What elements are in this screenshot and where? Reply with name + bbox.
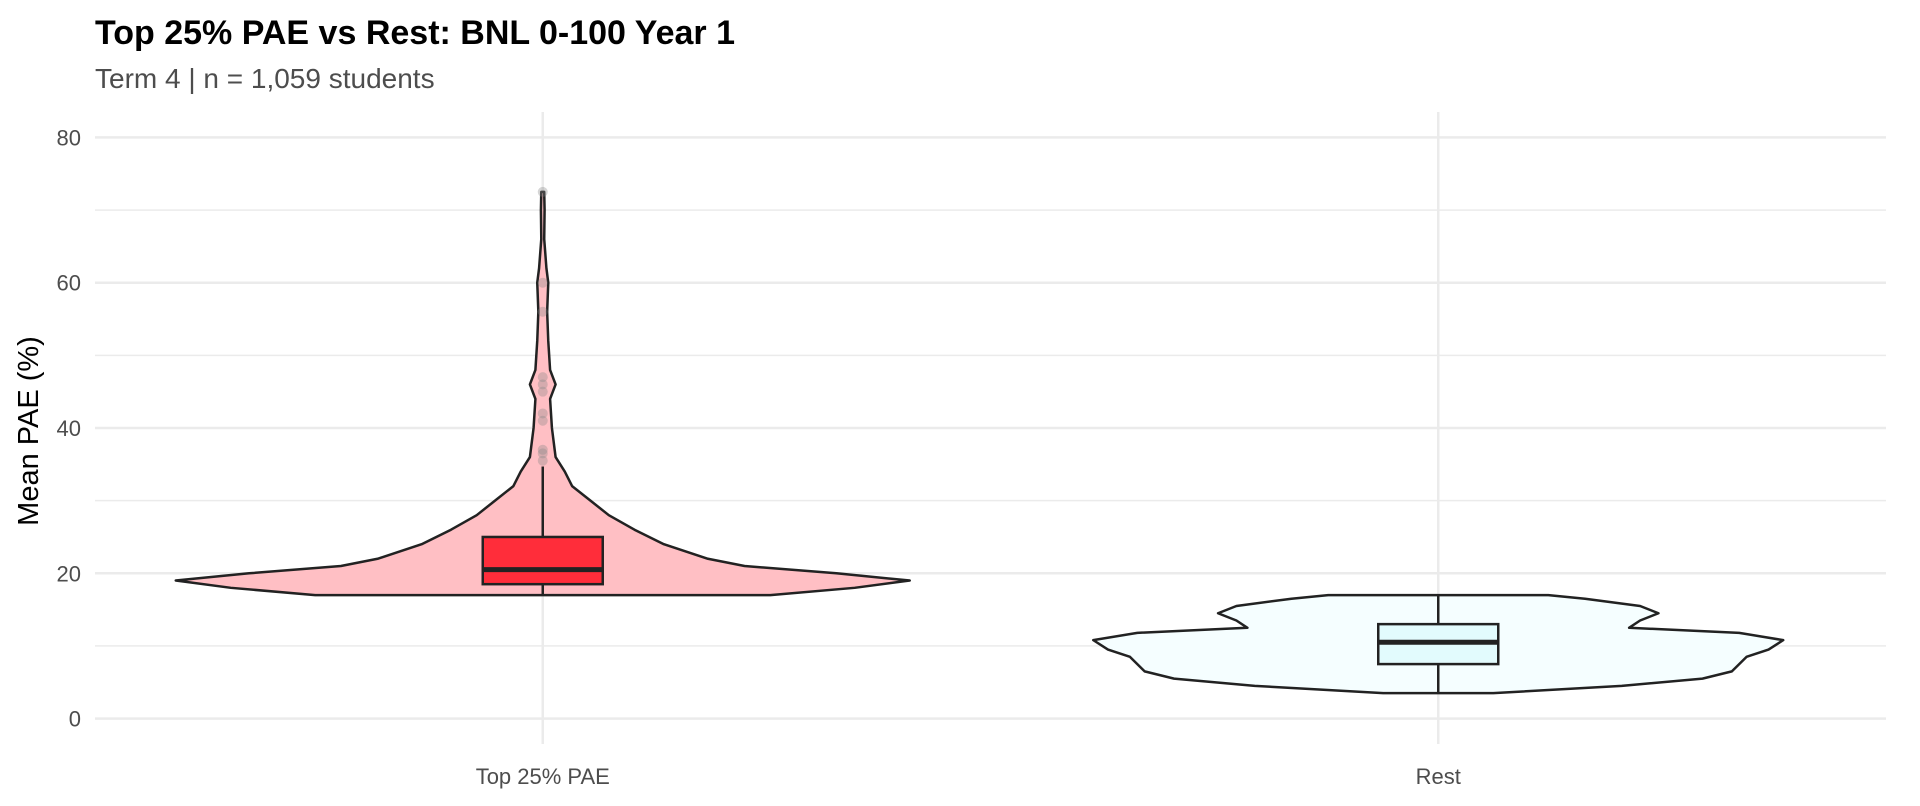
y-tick-label: 60	[57, 271, 81, 296]
outlier	[537, 415, 548, 426]
x-tick-label: Rest	[1416, 764, 1461, 789]
outlier	[537, 448, 548, 459]
outlier	[537, 408, 548, 419]
outlier	[537, 277, 548, 288]
outlier	[537, 372, 548, 383]
outlier	[537, 186, 548, 197]
outlier	[537, 444, 548, 455]
outlier	[537, 386, 548, 397]
outlier	[537, 306, 548, 317]
y-tick-label: 40	[57, 416, 81, 441]
outlier	[537, 455, 548, 466]
chart-subtitle: Term 4 | n = 1,059 students	[95, 63, 435, 94]
chart-title: Top 25% PAE vs Rest: BNL 0-100 Year 1	[95, 14, 735, 52]
violin	[174, 190, 911, 597]
y-tick-label: 80	[57, 125, 81, 150]
y-tick-label: 20	[57, 561, 81, 586]
x-tick-label: Top 25% PAE	[476, 764, 610, 789]
outlier	[537, 379, 548, 390]
y-axis-label: Mean PAE (%)	[13, 336, 45, 526]
box	[481, 535, 604, 586]
y-tick-label: 0	[69, 707, 81, 732]
